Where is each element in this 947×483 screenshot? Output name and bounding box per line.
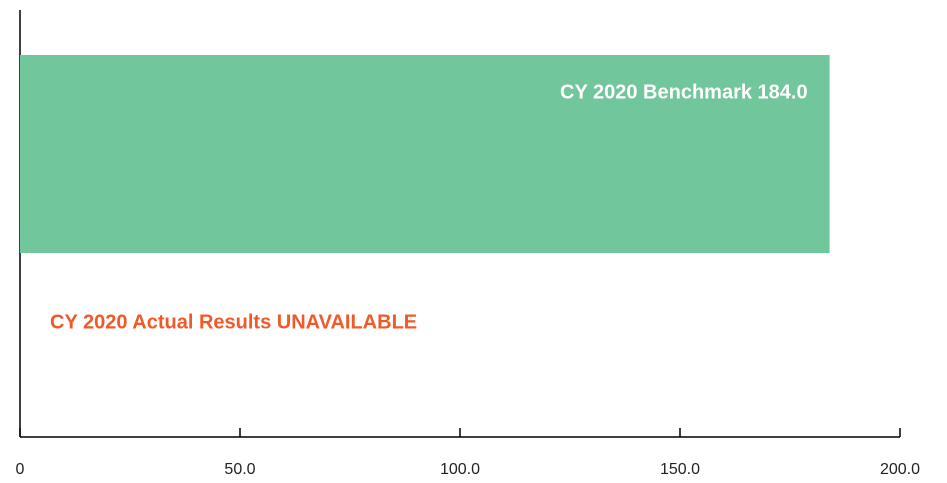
x-tick-label: 150.0: [660, 461, 700, 478]
bar: [20, 55, 830, 253]
x-tick-label: 50.0: [224, 461, 255, 478]
x-tick-label: 0: [16, 461, 25, 478]
value-label: CY 2020 Actual Results UNAVAILABLE: [50, 311, 417, 333]
x-tick-label: 200.0: [880, 461, 920, 478]
x-tick-label: 100.0: [440, 461, 480, 478]
value-label: CY 2020 Benchmark 184.0: [560, 81, 808, 103]
